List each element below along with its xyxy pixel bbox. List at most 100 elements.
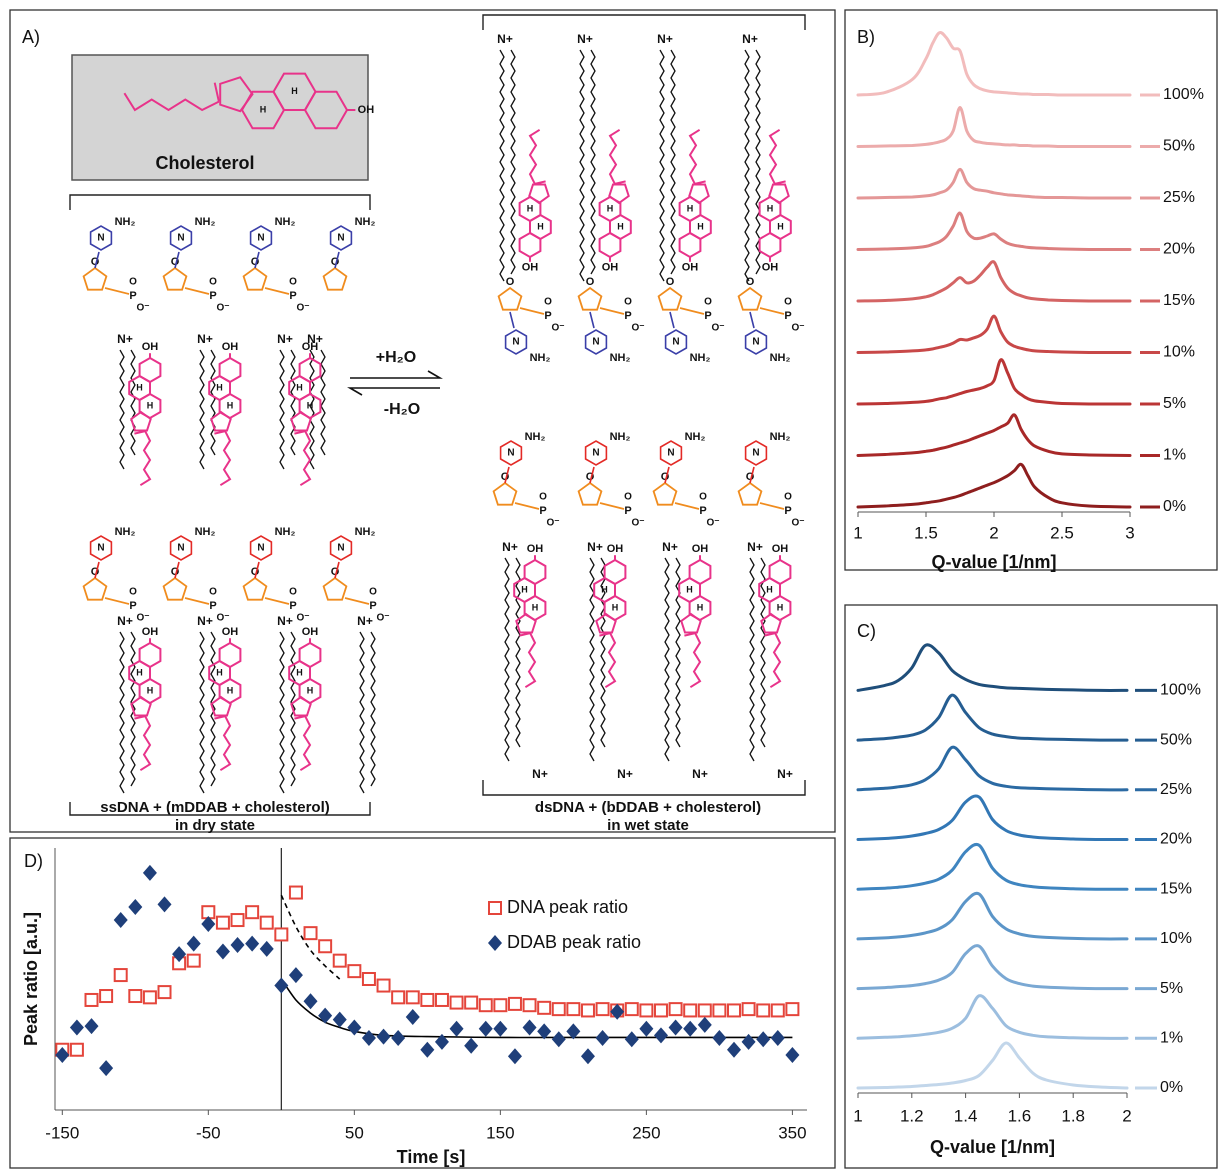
marker [274,977,289,994]
glycosidic-bond [334,561,340,579]
marker [610,1003,625,1020]
legend-label: 25% [1163,189,1195,206]
glycosidic-bond [254,561,260,579]
legend-marker [488,935,502,951]
atom-label: O [586,471,595,483]
atom-label: H [147,400,154,410]
ring [322,266,348,291]
ring [760,612,782,634]
atom-label: H [532,602,539,612]
atom-label: N+ [742,32,758,46]
atom-label: N+ [617,767,633,781]
atom-label: NH₂ [355,526,376,538]
atom-label: P [704,310,711,322]
marker [741,1002,756,1017]
backbone [599,502,625,510]
legend-label: 0% [1160,1079,1183,1096]
marker [99,989,114,1004]
fit-curve [280,894,341,980]
legend-label: 1% [1163,447,1186,464]
legend-label: 20% [1160,831,1192,848]
atom-label: NH₂ [355,216,376,228]
marker [785,1046,800,1063]
alkyl-chain [359,631,365,794]
marker [639,1003,654,1018]
marker [434,1033,449,1050]
atom-label: H [767,203,774,213]
legend-label: 50% [1163,138,1195,155]
marker [683,1003,698,1018]
marker [230,936,245,953]
marker [493,998,508,1013]
ring [499,440,523,466]
ring [768,183,790,205]
ring [249,225,273,251]
marker [420,992,435,1007]
alkyl-chain [279,349,285,470]
cholesterol-structure: OH HH [288,341,322,487]
atom-label: N [177,233,184,244]
glycosidic-bond [589,311,595,329]
marker [639,1020,654,1037]
backbone [264,597,290,605]
curve [856,105,1132,149]
marker [376,1028,391,1045]
legend-label: 10% [1160,930,1192,947]
atom-label: O⁻ [791,323,804,334]
marker [215,943,230,960]
backbone [184,287,210,295]
marker [142,864,157,881]
curve [856,260,1132,303]
marker [259,940,274,957]
atom-label: N [512,337,519,348]
marker [624,1031,639,1048]
marker [55,1046,70,1063]
atom-label: O [129,587,137,598]
atom-label: N [97,233,104,244]
cholesterol-structure: OH HH [758,128,792,274]
backbone [264,287,290,295]
atom-label: P [784,310,791,322]
atom-label: N+ [502,540,518,554]
cholesterol-structure: OH HH [518,128,552,274]
legend-label: 15% [1163,292,1195,309]
side-chain [608,128,621,185]
atom-label: O [331,256,340,268]
atom-label: O⁻ [551,323,564,334]
atom-label: O [699,492,707,503]
curve [856,842,1129,891]
marker [69,1019,84,1036]
ring [577,286,603,311]
atom-label: O⁻ [296,613,309,624]
curve [856,794,1129,842]
ring [322,576,348,601]
legend-label: 25% [1160,781,1192,798]
backbone [759,502,785,510]
marker [303,993,318,1010]
curve [856,462,1132,509]
side-chain [219,430,232,487]
atom-label: O [624,492,632,503]
methyl [214,430,226,435]
marker [478,1020,493,1037]
legend-label: 20% [1163,241,1195,258]
marker [84,1018,99,1035]
alkyl-chain [670,49,676,275]
atom-label: O [331,566,340,578]
y-axis-title: Peak ratio [a.u.] [21,912,41,1046]
atom-label: O⁻ [376,613,389,624]
atom-label: OH [302,341,319,353]
panel-label: B) [857,27,875,47]
atom-label: H [260,104,267,114]
ring [130,695,152,717]
atom-label: O [91,256,100,268]
marker [653,1027,668,1044]
marker [128,989,143,1004]
marker [449,1020,464,1037]
marker [186,953,201,968]
x-tick-label: 3 [1125,523,1134,542]
atom-label: N+ [662,540,678,554]
side-chain [139,430,152,487]
caption: in dry state [175,817,255,834]
